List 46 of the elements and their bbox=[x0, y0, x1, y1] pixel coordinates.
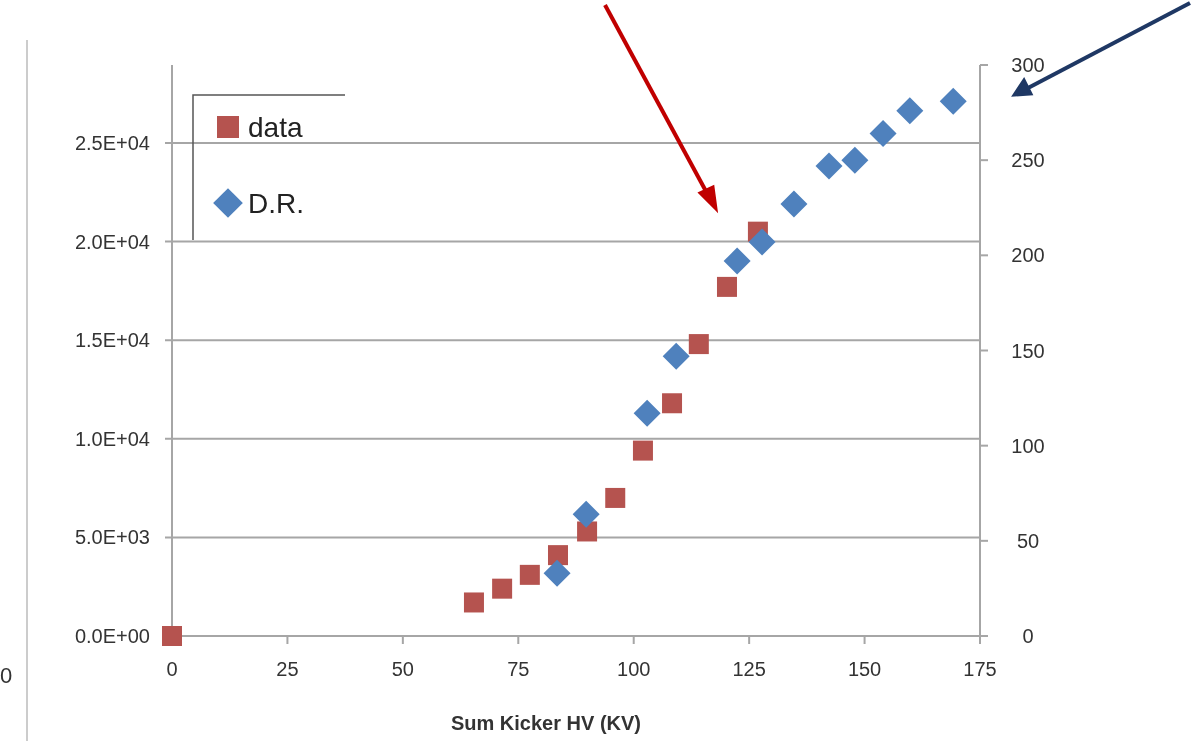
point bbox=[748, 228, 776, 256]
x-tick-label: 50 bbox=[391, 658, 414, 680]
y2-tick-label: 150 bbox=[1011, 339, 1045, 362]
point bbox=[896, 97, 924, 125]
x-tick-label: 125 bbox=[732, 658, 766, 680]
point bbox=[841, 146, 869, 174]
point bbox=[543, 559, 571, 587]
y2-tick-label: 200 bbox=[1011, 244, 1045, 267]
x-tick-label: 100 bbox=[617, 658, 651, 680]
point bbox=[688, 334, 709, 355]
point bbox=[815, 152, 843, 180]
y-tick-label: 2.5E+04 bbox=[74, 131, 150, 154]
y2-tick-label: 300 bbox=[1011, 54, 1045, 76]
point bbox=[723, 247, 751, 275]
y2-tick-label: 250 bbox=[1011, 149, 1045, 172]
y2-tick-label: 50 bbox=[1016, 529, 1040, 552]
point bbox=[662, 393, 683, 414]
point bbox=[869, 120, 897, 148]
x-tick-label: 25 bbox=[276, 658, 299, 680]
point bbox=[547, 545, 568, 566]
point bbox=[492, 578, 513, 599]
y-tick-label: 2.0E+04 bbox=[74, 230, 150, 253]
y-tick-label: 1.5E+04 bbox=[74, 329, 150, 352]
point bbox=[632, 440, 653, 461]
x-tick-label: 75 bbox=[507, 658, 530, 680]
point bbox=[162, 626, 182, 646]
y2-tick-label: 100 bbox=[1011, 434, 1045, 457]
point bbox=[716, 276, 737, 297]
legend-label: D.R. bbox=[248, 187, 304, 219]
point bbox=[605, 487, 626, 508]
y-tick-label: 0.0E+00 bbox=[74, 625, 150, 647]
point bbox=[633, 399, 661, 427]
legend-label: data bbox=[248, 111, 303, 143]
x-tick-label: 175 bbox=[963, 658, 997, 680]
point bbox=[939, 87, 967, 115]
x-tick-label: 150 bbox=[847, 658, 882, 680]
y2-tick-label: 0 bbox=[1022, 625, 1034, 647]
point bbox=[572, 500, 600, 528]
x-axis-title: Sum Kicker HV (KV) bbox=[450, 712, 642, 734]
point bbox=[662, 342, 690, 370]
y-tick-label: 5.0E+03 bbox=[74, 526, 150, 549]
y-tick-label: 1.0E+04 bbox=[74, 427, 150, 450]
point bbox=[463, 592, 484, 613]
x-tick-label: 0 bbox=[166, 658, 178, 680]
point bbox=[519, 564, 540, 585]
point bbox=[780, 190, 808, 218]
